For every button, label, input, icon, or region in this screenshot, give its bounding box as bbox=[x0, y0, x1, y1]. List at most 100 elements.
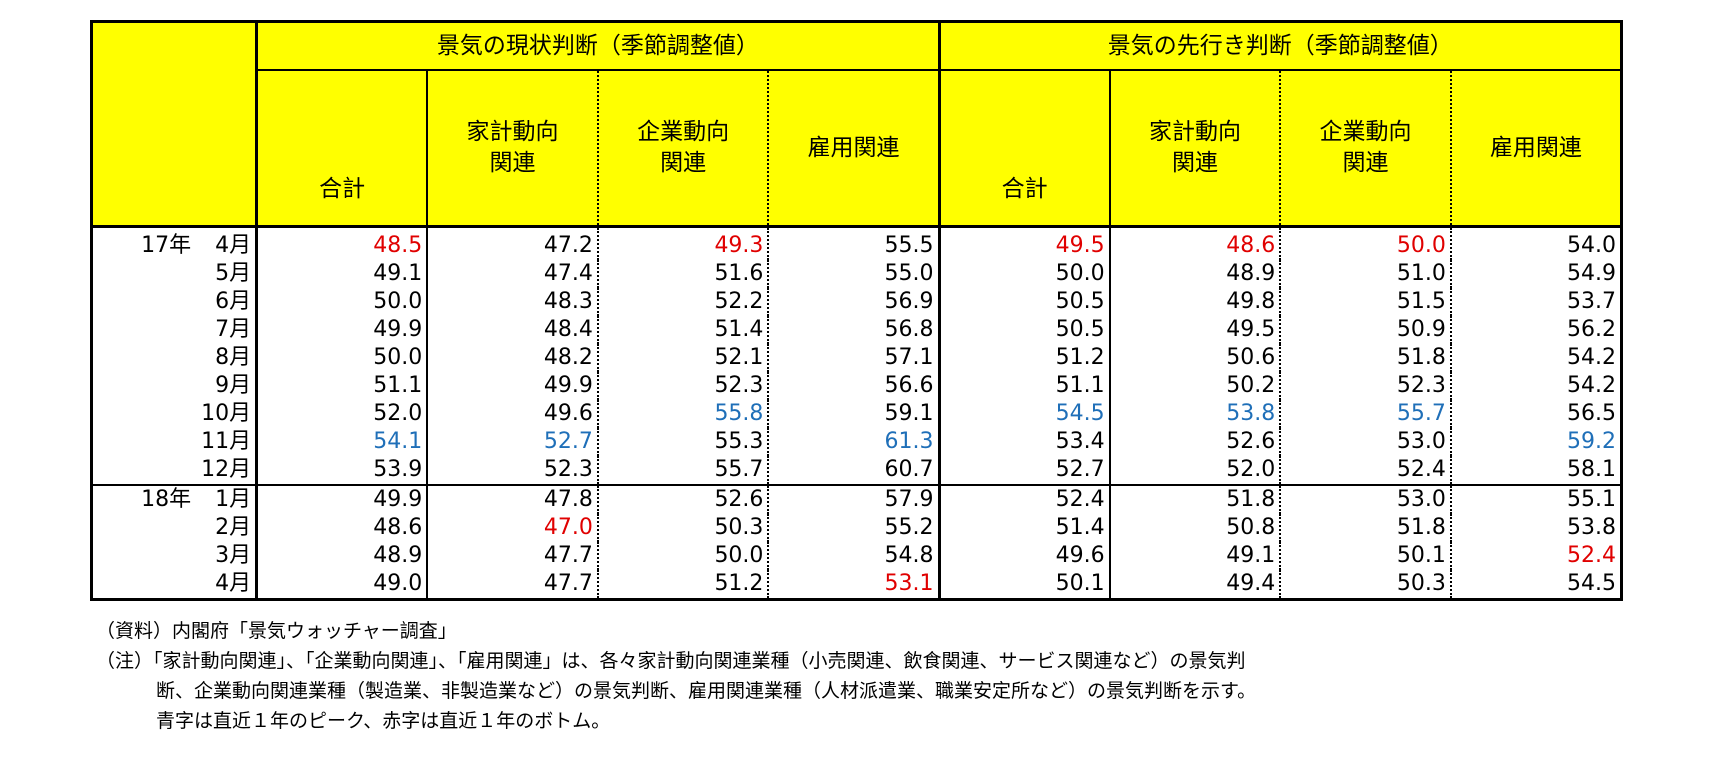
data-cell: 52.0 bbox=[255, 400, 429, 428]
year-label: 17年 bbox=[141, 233, 192, 258]
data-cell: 48.9 bbox=[255, 542, 429, 570]
data-cell: 47.7 bbox=[427, 570, 599, 601]
data-cell: 52.4 bbox=[1280, 456, 1452, 485]
data-cell: 55.0 bbox=[768, 260, 941, 288]
month-label: 11月 bbox=[201, 429, 252, 454]
year-label: 18年 bbox=[141, 487, 192, 512]
data-cell: 53.4 bbox=[937, 428, 1111, 456]
data-cell: 48.6 bbox=[1109, 226, 1282, 260]
table-row: 6月 50.0 48.3 52.2 56.9 50.5 49.8 51.5 53.7 bbox=[89, 288, 1623, 316]
data-cell: 48.6 bbox=[255, 514, 429, 542]
month-label: 1月 bbox=[215, 487, 252, 512]
data-cell: 59.2 bbox=[1450, 428, 1623, 456]
row-label: 5月 bbox=[89, 260, 259, 288]
data-cell: 50.5 bbox=[937, 288, 1111, 316]
data-cell: 51.5 bbox=[1280, 288, 1452, 316]
business-watcher-table: 景気の現状判断（季節調整値） 景気の先行き判断（季節調整値） 合計 家計動向 関… bbox=[89, 20, 1624, 601]
data-cell: 57.9 bbox=[768, 484, 941, 514]
data-cell: 52.4 bbox=[937, 484, 1111, 514]
data-cell: 53.8 bbox=[1109, 400, 1282, 428]
data-cell: 49.4 bbox=[1109, 570, 1282, 601]
data-cell: 50.8 bbox=[1109, 514, 1282, 542]
note-line-1: （注）「家計動向関連」、「企業動向関連」、「雇用関連」は、各々家計動向関連業種（… bbox=[96, 650, 1246, 672]
data-cell: 50.1 bbox=[937, 570, 1111, 601]
data-cell: 54.2 bbox=[1450, 344, 1623, 372]
column-header-text: 家計動向 関連 bbox=[1148, 119, 1241, 176]
data-cell: 49.8 bbox=[1109, 288, 1282, 316]
data-cell: 54.8 bbox=[768, 542, 941, 570]
row-label: 17年 4月 bbox=[89, 226, 259, 260]
table-row: 11月 54.1 52.7 55.3 61.3 53.4 52.6 53.0 59.2 bbox=[89, 428, 1623, 456]
data-cell: 56.9 bbox=[768, 288, 941, 316]
month-label: 5月 bbox=[215, 261, 252, 286]
data-cell: 51.6 bbox=[597, 260, 770, 288]
data-cell: 53.1 bbox=[768, 570, 941, 601]
data-cell: 58.1 bbox=[1450, 456, 1623, 485]
data-cell: 56.6 bbox=[768, 372, 941, 400]
table-row: 8月 50.0 48.2 52.1 57.1 51.2 50.6 51.8 54.2 bbox=[89, 344, 1623, 372]
data-cell: 53.9 bbox=[255, 456, 429, 485]
note-line-2: 断、企業動向関連業種（製造業、非製造業など）の景気判断、雇用関連業種（人材派遣業… bbox=[156, 680, 1257, 702]
data-cell: 60.7 bbox=[768, 456, 941, 485]
data-cell: 55.3 bbox=[597, 428, 770, 456]
data-cell: 51.0 bbox=[1280, 260, 1452, 288]
column-header: 企業動向 関連 bbox=[597, 70, 770, 228]
data-cell: 51.8 bbox=[1109, 484, 1282, 514]
column-header: 雇用関連 bbox=[768, 70, 941, 228]
data-cell: 52.7 bbox=[427, 428, 599, 456]
data-cell: 54.2 bbox=[1450, 372, 1623, 400]
data-cell: 50.0 bbox=[255, 288, 429, 316]
month-label: 10月 bbox=[201, 401, 252, 426]
data-cell: 53.8 bbox=[1450, 514, 1623, 542]
table-row: 2月 48.6 47.0 50.3 55.2 51.4 50.8 51.8 53.8 bbox=[89, 514, 1623, 542]
data-cell: 49.1 bbox=[255, 260, 429, 288]
data-cell: 49.9 bbox=[255, 484, 429, 514]
source-note: （資料）内閣府「景気ウォッチャー調査」 bbox=[96, 620, 457, 642]
table-row: 12月 53.9 52.3 55.7 60.7 52.7 52.0 52.4 58.1 bbox=[89, 456, 1623, 485]
data-cell: 50.9 bbox=[1280, 316, 1452, 344]
data-cell: 55.5 bbox=[768, 226, 941, 260]
data-cell: 47.8 bbox=[427, 484, 599, 514]
table-row: 17年 4月 48.5 47.2 49.3 55.5 49.5 48.6 50.0 54.0 bbox=[89, 226, 1623, 260]
note-line-3: 青字は直近１年のピーク、赤字は直近１年のボトム。 bbox=[156, 710, 611, 732]
data-cell: 50.5 bbox=[937, 316, 1111, 344]
group-header-current: 景気の現状判断（季節調整値） bbox=[255, 20, 941, 71]
data-cell: 49.6 bbox=[427, 400, 599, 428]
month-label: 4月 bbox=[215, 571, 252, 596]
data-cell: 50.0 bbox=[937, 260, 1111, 288]
month-label: 12月 bbox=[201, 457, 252, 482]
data-cell: 55.7 bbox=[1280, 400, 1452, 428]
data-cell: 47.0 bbox=[427, 514, 599, 542]
data-cell: 47.4 bbox=[427, 260, 599, 288]
data-cell: 47.2 bbox=[427, 226, 599, 260]
month-label: 4月 bbox=[215, 233, 252, 258]
column-header: 合計 bbox=[937, 70, 1111, 228]
table-row: 10月 52.0 49.6 55.8 59.1 54.5 53.8 55.7 56.5 bbox=[89, 400, 1623, 428]
row-label: 3月 bbox=[89, 542, 259, 570]
table-row: 18年 1月 49.9 47.8 52.6 57.9 52.4 51.8 53.0 55.1 bbox=[89, 484, 1623, 514]
data-cell: 51.4 bbox=[937, 514, 1111, 542]
row-label: 8月 bbox=[89, 344, 259, 372]
data-cell: 49.6 bbox=[937, 542, 1111, 570]
data-cell: 53.0 bbox=[1280, 484, 1452, 514]
table-row: 9月 51.1 49.9 52.3 56.6 51.1 50.2 52.3 54.2 bbox=[89, 372, 1623, 400]
row-label: 6月 bbox=[89, 288, 259, 316]
data-cell: 51.1 bbox=[937, 372, 1111, 400]
data-cell: 51.8 bbox=[1280, 344, 1452, 372]
data-cell: 49.9 bbox=[427, 372, 599, 400]
data-cell: 55.1 bbox=[1450, 484, 1623, 514]
data-cell: 49.9 bbox=[255, 316, 429, 344]
row-label: 11月 bbox=[89, 428, 259, 456]
column-header: 家計動向 関連 bbox=[1109, 70, 1282, 228]
data-cell: 50.3 bbox=[1280, 570, 1452, 601]
data-cell: 49.1 bbox=[1109, 542, 1282, 570]
row-label: 7月 bbox=[89, 316, 259, 344]
table-body: 17年 4月 48.5 47.2 49.3 55.5 49.5 48.6 50.0 54.0 5月 4… bbox=[89, 226, 1623, 601]
column-header: 家計動向 関連 bbox=[427, 70, 599, 228]
row-label: 18年 1月 bbox=[89, 484, 259, 514]
data-cell: 55.7 bbox=[597, 456, 770, 485]
data-cell: 50.0 bbox=[1280, 226, 1452, 260]
data-cell: 50.0 bbox=[597, 542, 770, 570]
data-cell: 48.4 bbox=[427, 316, 599, 344]
data-cell: 50.3 bbox=[597, 514, 770, 542]
